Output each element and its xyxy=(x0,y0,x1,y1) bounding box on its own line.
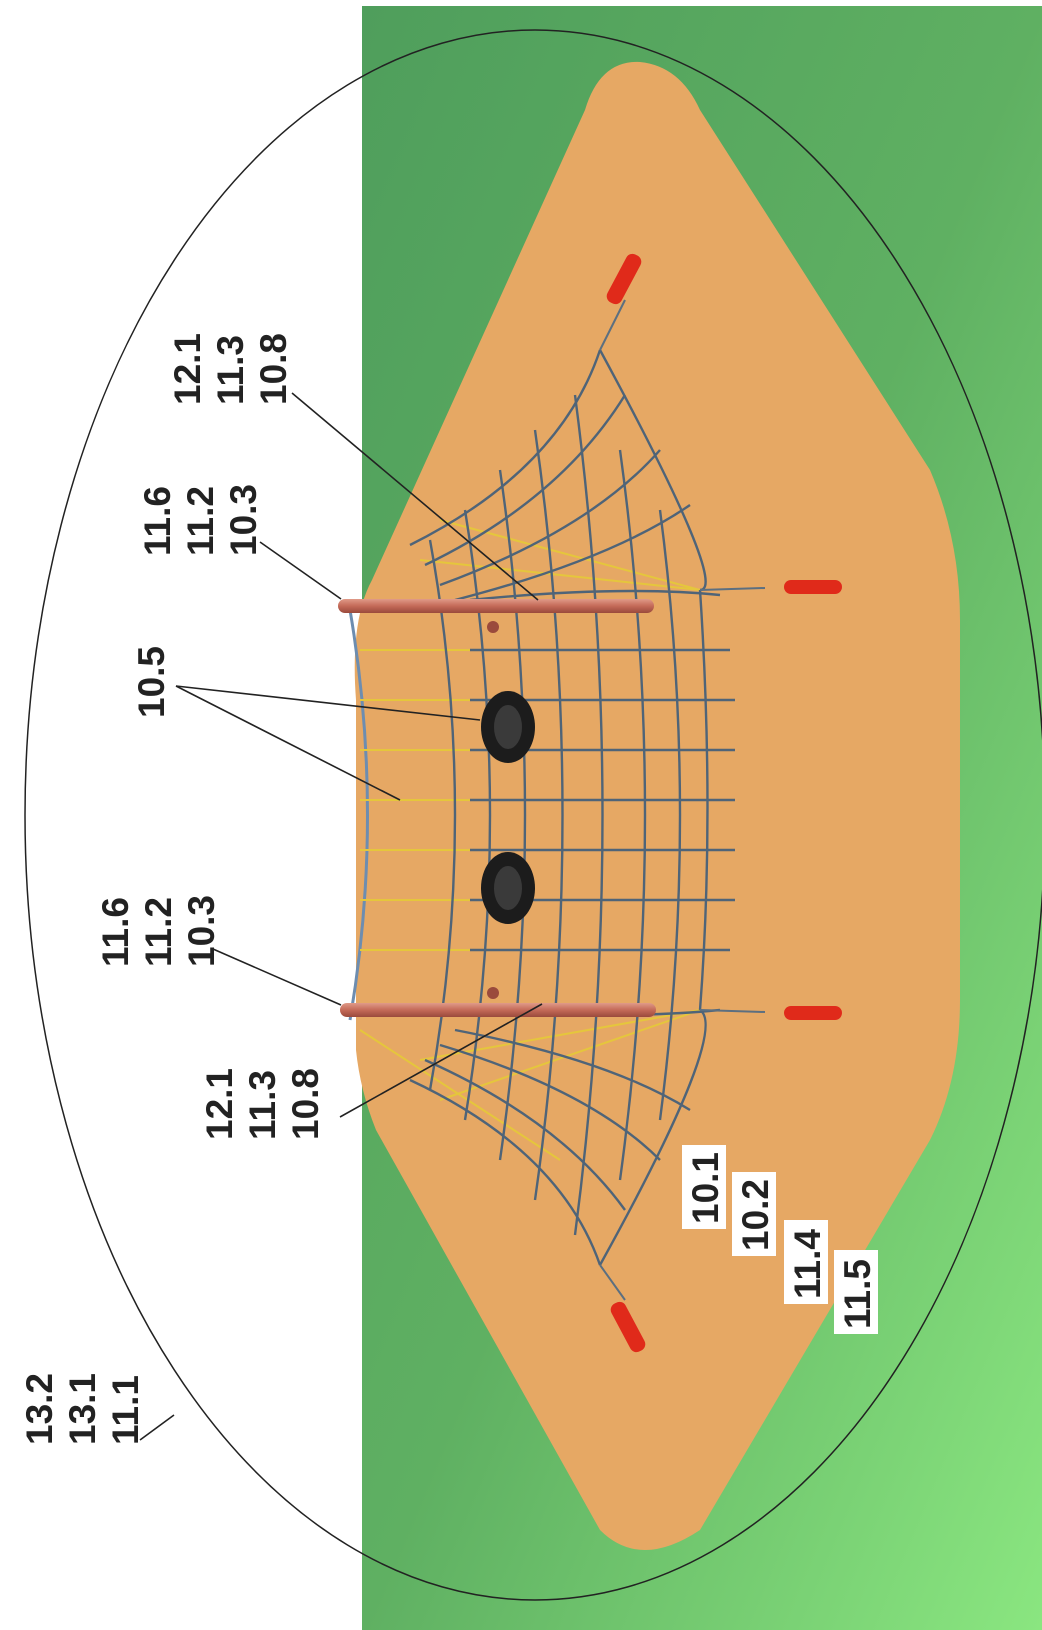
post-base-lower-label-3: 10.8 xyxy=(285,1068,326,1140)
post-base-lower-label-2: 11.3 xyxy=(242,1070,283,1140)
net-top-rope xyxy=(348,609,369,1021)
post-top-upper-label: 11.6 11.2 10.3 xyxy=(137,484,264,556)
boundary-label-2: 13.1 xyxy=(62,1373,103,1445)
surface-label-3: 11.4 xyxy=(787,1229,828,1299)
boundary-label-1: 13.2 xyxy=(19,1373,60,1445)
post-top-upper-label-2: 11.2 xyxy=(180,486,221,556)
surface-label-1: 10.1 xyxy=(685,1152,726,1224)
ground-anchors xyxy=(606,253,842,1353)
boundary-label: 13.2 13.1 11.1 xyxy=(19,1373,146,1445)
net-element-label: 10.5 xyxy=(131,646,172,718)
post-base-upper-label-1: 12.1 xyxy=(167,333,208,405)
impact-area-boundary xyxy=(24,29,1042,1601)
tire-seats xyxy=(481,691,535,924)
post-top-upper-label-1: 11.6 xyxy=(137,486,178,556)
post-top-lower-label: 11.6 11.2 10.3 xyxy=(95,895,222,967)
post-base-upper-label: 12.1 11.3 10.8 xyxy=(167,333,294,405)
anchor-ropes xyxy=(599,299,766,1301)
post-base-lower-label-1: 12.1 xyxy=(199,1068,240,1140)
surface-label-2: 10.2 xyxy=(735,1179,776,1251)
surface-label-4: 11.5 xyxy=(837,1259,878,1329)
sand-surface xyxy=(354,61,960,1550)
post-base-upper-label-3: 10.8 xyxy=(253,333,294,405)
post-base-upper-label-2: 11.3 xyxy=(210,335,251,405)
post-upper xyxy=(338,599,654,613)
post-top-lower-label-2: 11.2 xyxy=(138,897,179,967)
post-top-upper-label-3: 10.3 xyxy=(223,484,264,556)
boundary-label-3: 11.1 xyxy=(105,1375,146,1445)
surface-label-boxes xyxy=(682,1145,878,1334)
support-posts xyxy=(338,599,656,1017)
post-lower xyxy=(340,1003,656,1017)
post-top-lower-label-1: 11.6 xyxy=(95,897,136,967)
leader-lines xyxy=(139,392,543,1441)
post-top-lower-label-3: 10.3 xyxy=(181,895,222,967)
post-base-lower-label: 12.1 11.3 10.8 xyxy=(199,1068,326,1140)
surface-labels: 10.1 10.2 11.4 11.5 xyxy=(685,1152,878,1329)
